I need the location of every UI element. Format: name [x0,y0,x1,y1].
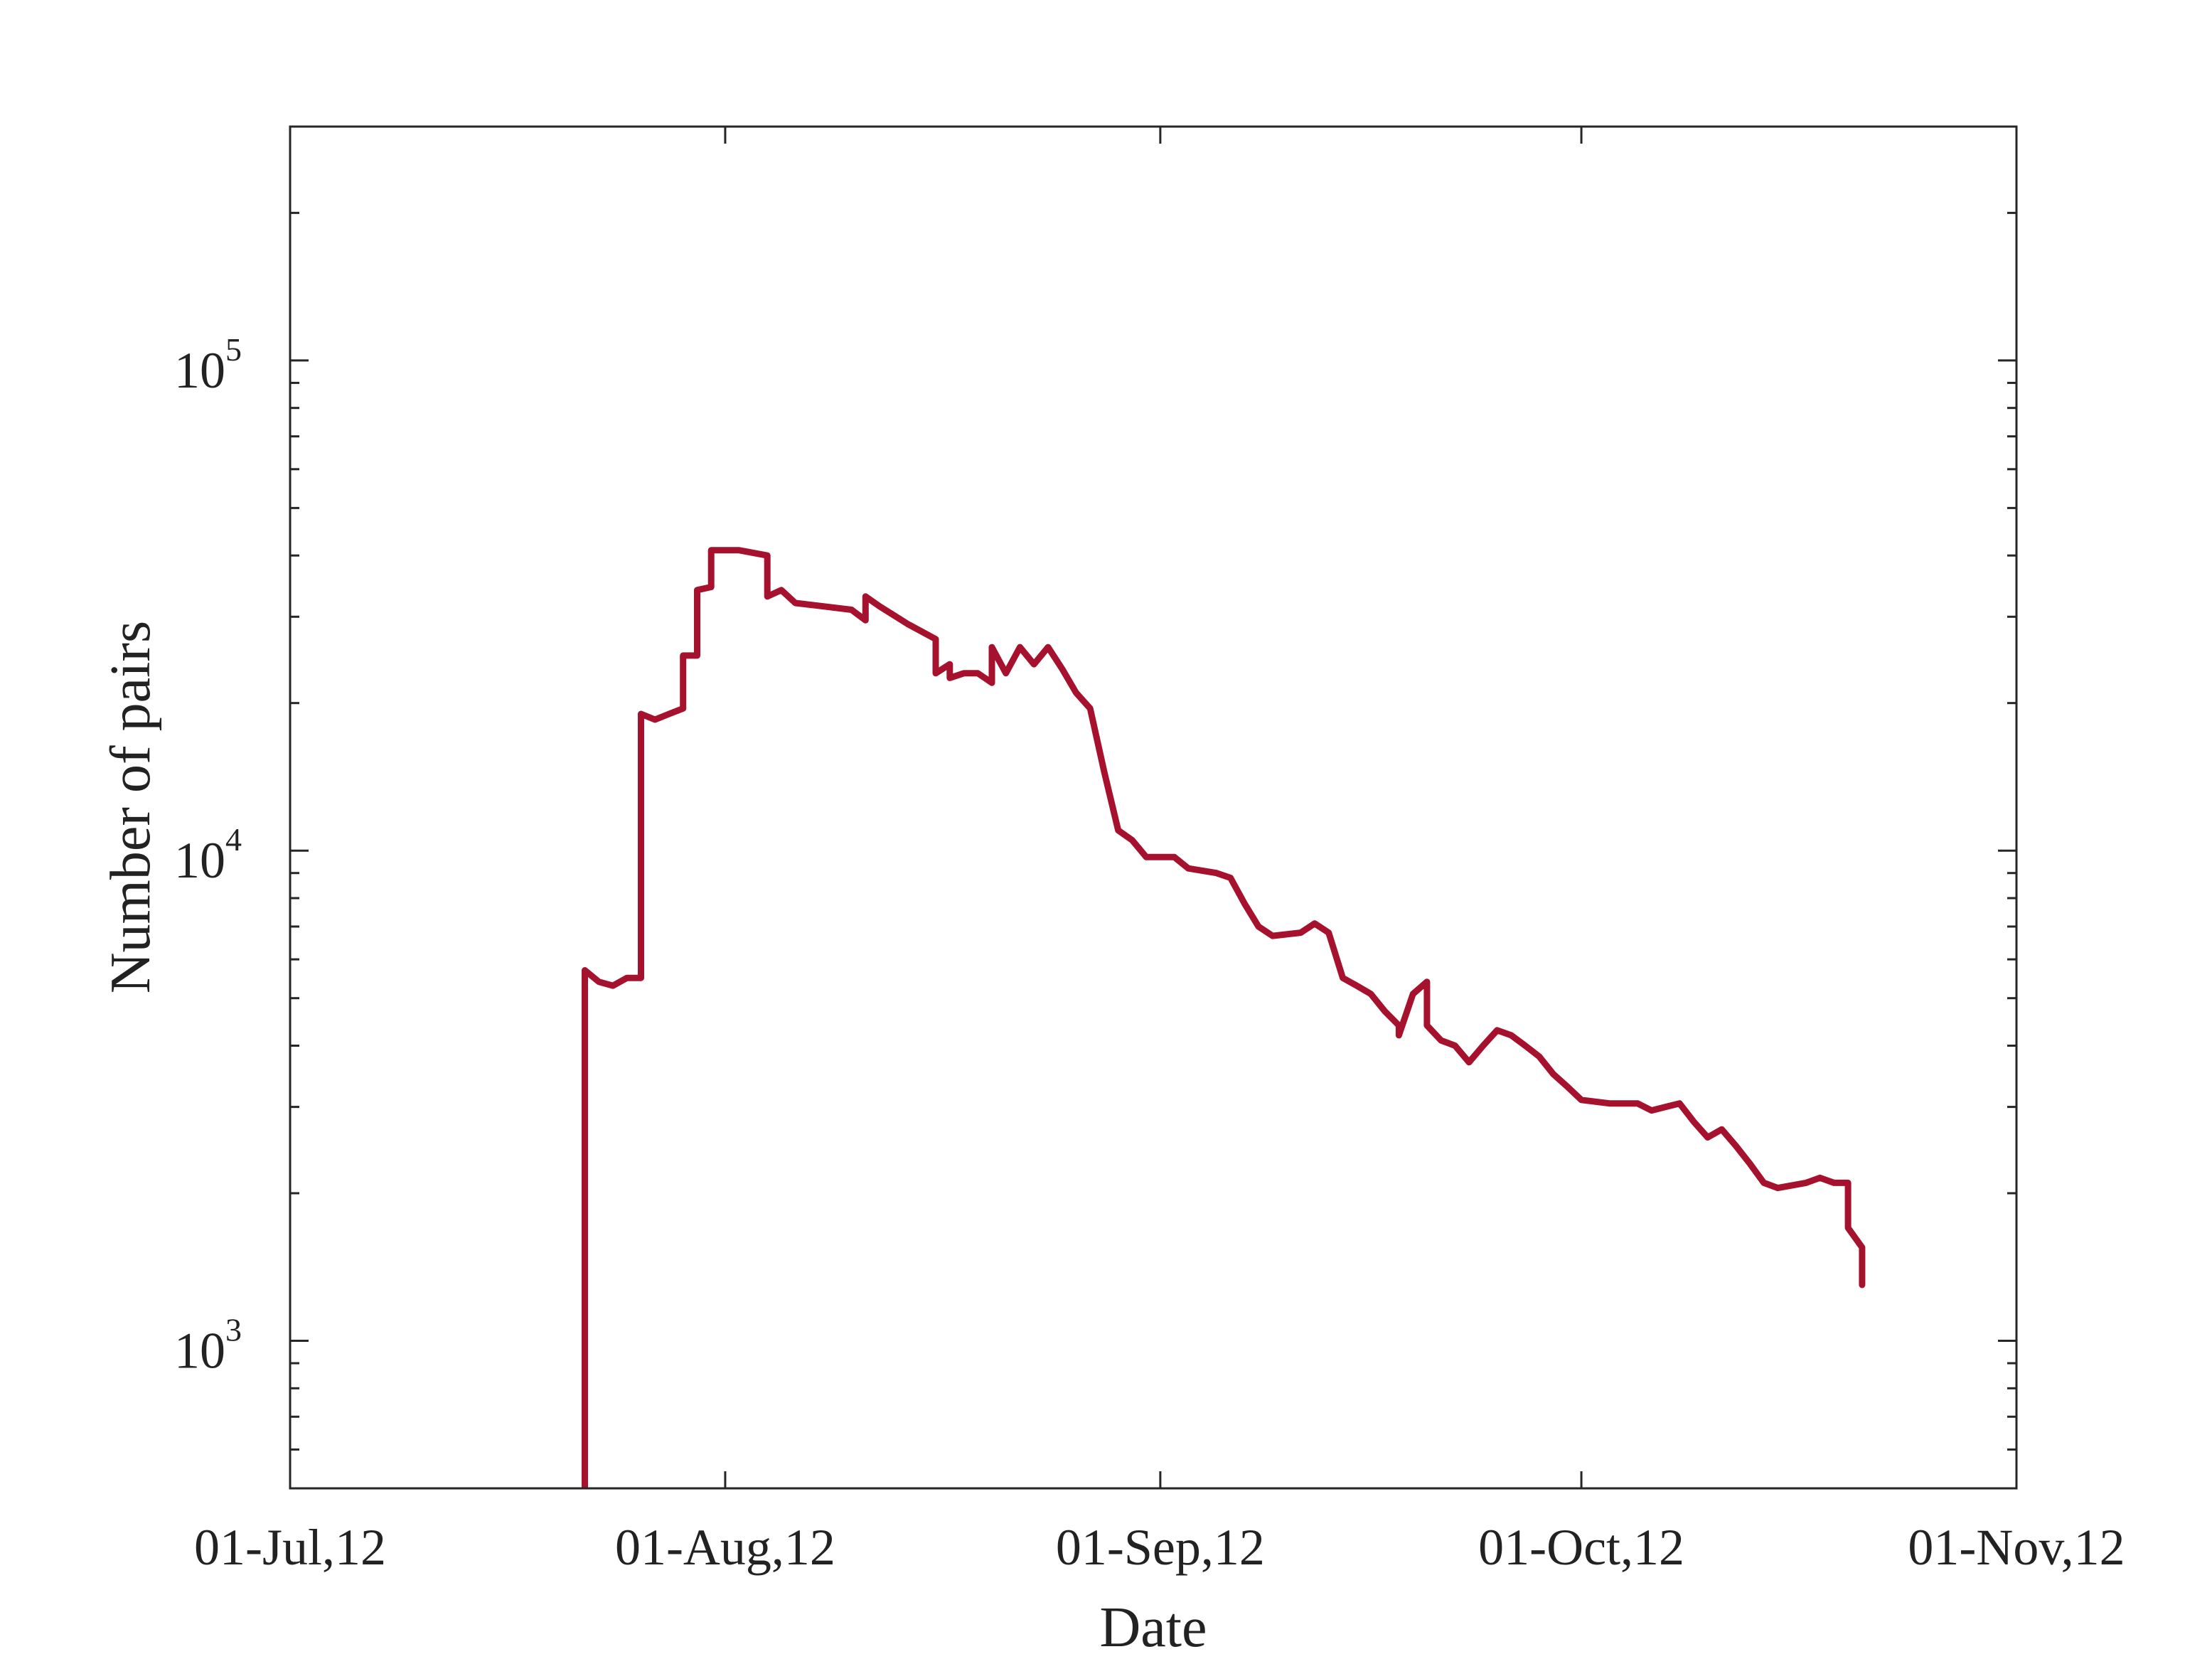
x-tick-label: 01-Oct,12 [1478,1519,1684,1576]
plot-frame [289,125,2018,1490]
x-tick-label: 01-Aug,12 [615,1519,835,1576]
x-tick-label: 01-Sep,12 [1056,1519,1265,1576]
x-axis-title: Date [1099,1596,1207,1659]
y-tick-label: 104 [174,821,242,889]
y-axis-title: Number of pairs [100,621,162,993]
series-line [582,547,1866,1488]
y-axis: 103 104 105 [174,125,2016,1490]
plot-area [290,127,2016,1488]
x-tick-label: 01-Jul,12 [194,1519,386,1576]
x-tick-label: 01-Nov,12 [1908,1519,2125,1576]
x-axis: 01-Jul,12 01-Aug,12 01-Sep,12 01-Oct,12 01-N… [194,127,2125,1576]
y-tick-label: 103 [174,1311,242,1379]
y-tick-label: 105 [174,331,242,399]
